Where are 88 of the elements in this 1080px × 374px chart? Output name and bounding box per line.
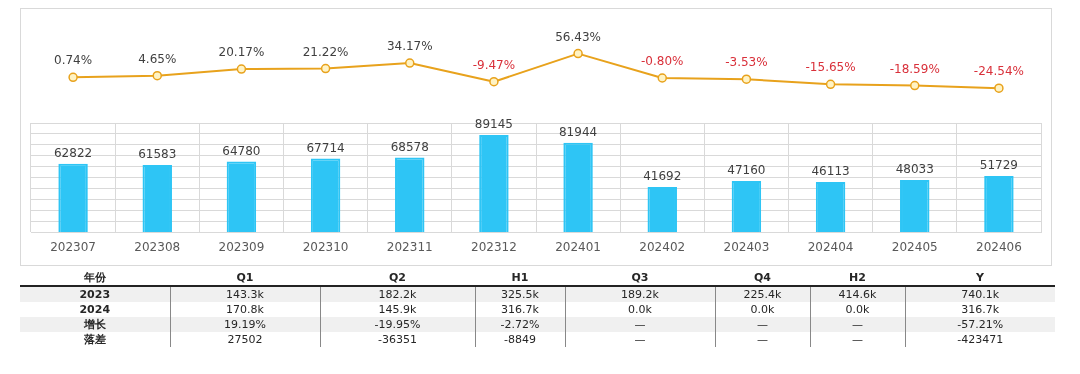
x-tick-label: 202402 xyxy=(639,239,686,254)
category-label: Q1 xyxy=(170,270,320,286)
text: 325.5k xyxy=(501,288,539,301)
point xyxy=(405,58,415,68)
point xyxy=(489,76,499,87)
text: 0.0k xyxy=(750,303,775,316)
text: 316.7k xyxy=(501,303,539,316)
text: 年份 xyxy=(20,270,170,286)
data-label: -3.53% xyxy=(725,55,768,70)
data-label: 41692 xyxy=(643,169,682,184)
text: 414.6k xyxy=(838,288,877,301)
text: 189.2k xyxy=(621,288,659,301)
x-tick-label: 202405 xyxy=(891,239,938,254)
point xyxy=(994,83,1004,93)
x-tick-label: 202310 xyxy=(302,239,349,254)
data-label: 0.74% xyxy=(54,53,93,68)
text: 316.7k xyxy=(961,303,1000,316)
x-tick-label: 202311 xyxy=(386,239,433,254)
text: — xyxy=(634,318,646,331)
data-label: 56.43% xyxy=(555,29,601,44)
x-tick-label: 202312 xyxy=(471,239,517,254)
data-label: -0.80% xyxy=(641,54,684,69)
data-label: 48033 xyxy=(895,162,934,177)
text: 225.4k xyxy=(743,288,782,301)
text: — xyxy=(634,333,646,346)
category-label: Q2 xyxy=(320,270,475,286)
text: 740.1k xyxy=(961,288,1000,301)
data-label: 89145 xyxy=(474,117,514,132)
data-label: -24.54% xyxy=(973,64,1024,79)
text: -8849 xyxy=(504,333,536,346)
data-label: 64780 xyxy=(222,143,261,158)
text: — xyxy=(852,333,863,346)
data-label: 46113 xyxy=(811,164,850,179)
text: 27502 xyxy=(227,333,263,346)
text: — xyxy=(852,318,863,331)
category-label: Y xyxy=(905,270,1055,286)
x-tick-label: 202404 xyxy=(807,239,854,254)
category-label: Q3 xyxy=(565,270,715,286)
data-label: 68578 xyxy=(390,139,429,154)
category-label: 2023 xyxy=(79,288,111,301)
data-label: 51729 xyxy=(979,158,1019,173)
text: 143.3k xyxy=(226,288,264,301)
point xyxy=(825,79,836,90)
data-label: 34.17% xyxy=(386,39,433,54)
category-label: 2024 xyxy=(79,303,111,316)
text: -423471 xyxy=(957,333,1004,346)
data-label: 21.22% xyxy=(302,44,349,59)
point xyxy=(910,80,920,91)
point xyxy=(68,72,78,83)
category-label: Q4 xyxy=(715,270,810,286)
x-tick-label: 202406 xyxy=(976,239,1022,254)
x-tick-label: 202307 xyxy=(50,239,96,254)
x-tick-label: 202403 xyxy=(723,239,770,254)
point xyxy=(236,64,247,74)
text: 182.2k xyxy=(378,288,417,301)
text: 170.8k xyxy=(226,303,264,316)
data-label: 81944 xyxy=(558,124,598,139)
data-label: 20.17% xyxy=(218,45,265,60)
text: 0.0k xyxy=(845,303,870,316)
text: 19.19% xyxy=(224,318,266,331)
text: -36351 xyxy=(378,333,417,346)
data-label: 62822 xyxy=(53,145,93,160)
text: — xyxy=(757,333,768,346)
data-label: 67714 xyxy=(306,140,345,155)
category-label: 落差 xyxy=(83,333,106,346)
data-label: -15.65% xyxy=(805,60,856,75)
text: — xyxy=(757,318,768,331)
text: 145.9k xyxy=(378,303,417,316)
point xyxy=(573,48,583,59)
x-tick-label: 202401 xyxy=(555,239,601,254)
category-label: H1 xyxy=(475,270,565,286)
category-label: 增长 xyxy=(83,318,106,331)
text: 0.0k xyxy=(628,303,652,316)
text: -2.72% xyxy=(500,318,540,331)
point xyxy=(320,63,331,74)
point xyxy=(152,70,162,81)
text: -57.21% xyxy=(957,318,1004,331)
point xyxy=(657,73,667,83)
x-tick-label: 202308 xyxy=(134,239,181,254)
category-label: H2 xyxy=(810,270,905,286)
data-label: 61583 xyxy=(138,147,177,162)
data-label: 47160 xyxy=(727,163,766,178)
data-label: -18.59% xyxy=(889,61,940,76)
data-label: 4.65% xyxy=(138,51,177,66)
text: -19.95% xyxy=(374,318,421,331)
x-tick-label: 202309 xyxy=(218,239,265,254)
data-label: -9.47% xyxy=(472,57,516,72)
point xyxy=(741,74,752,84)
